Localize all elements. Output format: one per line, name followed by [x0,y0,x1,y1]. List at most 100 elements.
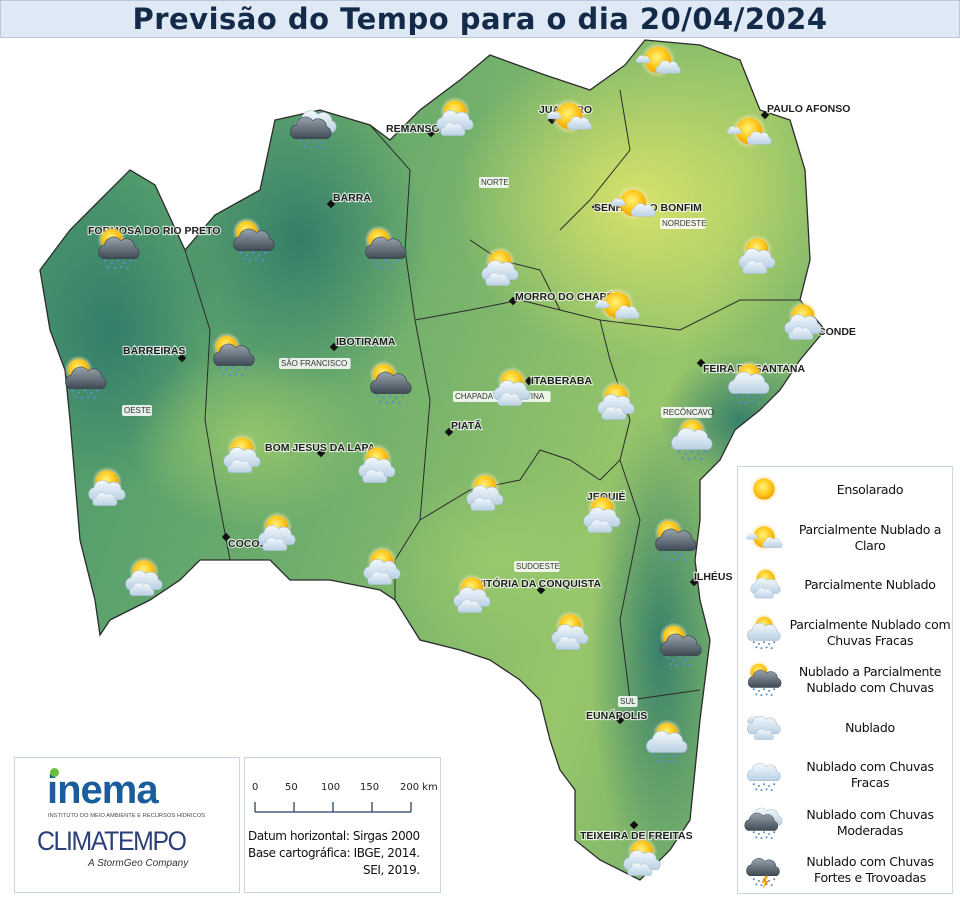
legend-label: Parcialmente Nublado com Chuvas Fracas [789,616,951,648]
sei-text: SEI, 2019. [363,863,420,877]
city-marker [177,353,187,363]
logos-panel: inema INSTITUTO DO MEIO AMBIENTE E RECUR… [14,757,240,893]
legend-label: Nublado com Chuvas Fracas [806,759,934,790]
nublado-com-chuvas-fracas-icon [740,752,788,798]
parcialmente-nublado-com-chuvas-fracas-icon [740,610,788,656]
legend-item: Parcialmente Nublado a Claro [738,515,952,561]
city-label: TEIXEIRA DE FREITAS [580,830,693,842]
region-label: NORTE [481,178,509,187]
city-marker [629,820,639,830]
region-label: SUDOESTE [516,562,560,571]
city-label: REMANSO [386,123,440,135]
city: COCOS [221,532,268,551]
ensolarado-icon [740,467,788,513]
nublado-a-parcialmente-nublado-com-chuvas-icon [740,657,788,703]
legend-label: Nublado com Chuvas Fortes e Trovoadas [806,854,934,885]
inema-subtitle: INSTITUTO DO MEIO AMBIENTE E RECURSOS HÍ… [48,813,206,819]
city-marker [689,577,699,587]
legend-item: Ensolarado [738,467,952,513]
nublado-icon [740,705,788,751]
inema-logo-dot [50,768,59,777]
city-marker [444,427,454,437]
title-bar: Previsão do Tempo para o dia 20/04/2024 [0,0,960,38]
city-marker [326,199,336,209]
city-marker [316,448,326,458]
inema-logo: inema [47,768,159,812]
region-label: SÃO FRANCISCO [281,359,347,368]
credits: Datum horizontal: Sirgas 2000 Base carto… [248,828,420,879]
city-marker [615,715,625,725]
region-label: OESTE [124,406,151,415]
city-label: BARREIRAS [123,345,185,357]
legend-label: Nublado com Chuvas Moderadas [806,806,934,838]
legend-item: Nublado [738,705,952,751]
scale-tick: 200 km [400,782,438,793]
region-label-box: NORDESTE [660,218,706,229]
city: REMANSO [385,122,441,138]
scale-bar [254,802,412,813]
city-marker [696,358,706,368]
city-label: MORRO DO CHAPÉU [515,290,621,303]
city-label: BOM JESUS DA LAPA [265,442,376,454]
region-label-box: SUL [618,696,638,707]
city-label: ILHÉUS [694,570,733,583]
city-marker [329,342,339,352]
legend-label: Nublado a Parcialmente Nublado com Chuva… [798,664,942,695]
city: IBOTIRAMA [329,335,397,352]
city-label: PIATÃ [451,419,482,432]
city-label: CONDE [818,326,856,338]
legend-item: Nublado a Parcialmente Nublado com Chuva… [738,657,952,703]
city: ITABERABA [524,374,594,388]
region-label-box: OESTE [122,405,152,416]
region-label-box: NORTE [479,177,509,188]
scale-tick: 150 [360,782,380,793]
city-label: IBOTIRAMA [336,336,396,348]
city: EUNÁPOLIS [585,708,648,725]
climatempo-subtitle: A StormGeo Company [88,858,189,869]
legend-label: Parcialmente Nublado a Claro [798,521,942,553]
datum-text: Datum horizontal: Sirgas 2000 [248,829,420,843]
city: VITÓRIA DA CONQUISTA [475,576,603,595]
parcialmente-nublado-a-claro-icon [740,515,788,561]
region-label: SUL [620,697,636,706]
legend-item: Parcialmente Nublado com Chuvas Fracas [738,610,952,656]
city-label: BARRA [333,192,371,204]
base-text: Base cartográfica: IBGE, 2014. [248,846,420,860]
region-label: RECÔNCAVO [663,408,714,417]
legend-item: Nublado com Chuvas Moderadas [738,800,952,846]
scale-panel: 0 50 100 150 200 km Datum horizontal: Si… [244,757,441,893]
page-title: Previsão do Tempo para o dia 20/04/2024 [132,2,828,36]
legend-label: Nublado [845,719,895,735]
legend-item: Parcialmente Nublado [738,562,952,608]
nublado-chuvas-fortes-trovoadas-icon [740,847,788,893]
region-label: NORDESTE [662,219,706,228]
city-label: COCOS [228,538,267,550]
region-label-box: RECÔNCAVO [661,407,714,418]
city-label: VITÓRIA DA CONQUISTA [476,577,601,590]
scale-tick: 100 [321,782,341,793]
scale-tick: 50 [285,782,298,793]
city: BARREIRAS [122,344,187,363]
city: TEIXEIRA DE FREITAS [579,820,694,843]
city-label: EUNÁPOLIS [586,709,647,722]
city: MORRO DO CHAPÉU [508,289,622,306]
city-marker [426,128,436,138]
legend-item: Nublado com Chuvas Fortes e Trovoadas [738,847,952,893]
city-label: PAULO AFONSO [767,103,850,115]
city: ILHÉUS [689,569,734,587]
legend-label: Parcialmente Nublado [804,577,936,592]
scale-tick: 0 [252,782,259,793]
parcialmente-nublado-icon [740,562,788,608]
city: PIATÃ [444,418,483,437]
legend-label: Ensolarado [836,482,904,497]
climatempo-logo: CLIMATEMPO [37,826,187,856]
city: BARRA [326,191,372,209]
city-marker [508,296,518,306]
city: BOM JESUS DA LAPA [264,441,377,458]
nublado-chuvas-moderadas-icon [740,800,788,846]
region-label-box: SÃO FRANCISCO [279,358,351,369]
legend-item: Nublado com Chuvas Fracas [738,752,952,798]
region-label-box: SUDOESTE [514,561,560,572]
city-marker [536,585,546,595]
